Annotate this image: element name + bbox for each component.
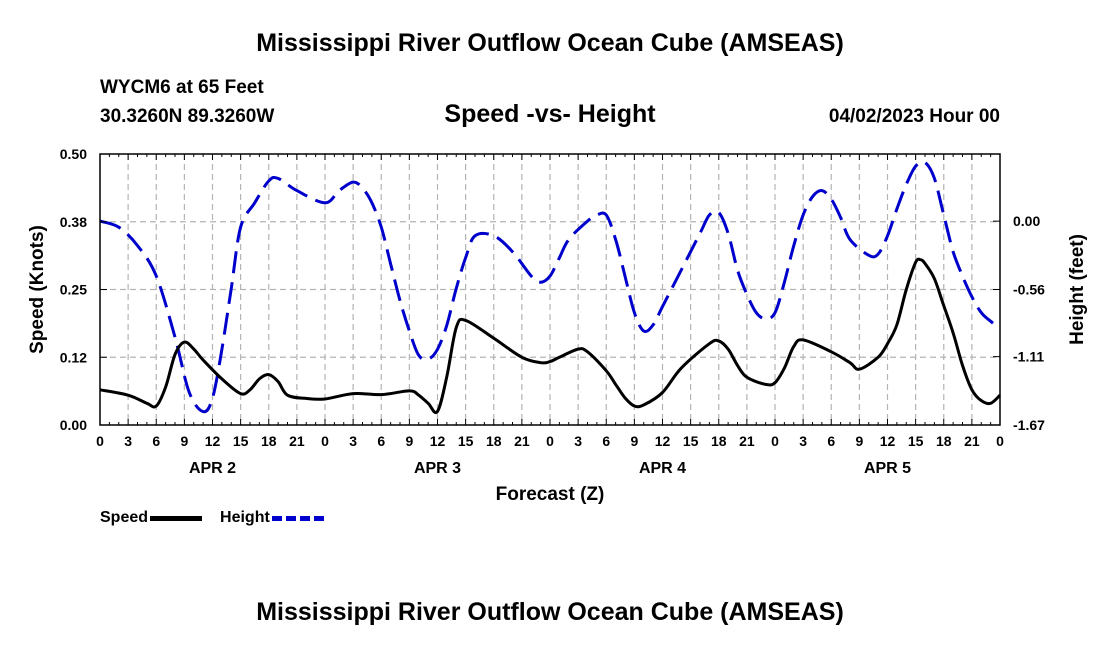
right-tick-label: -1.11 xyxy=(1013,349,1044,365)
x-tick-label: 6 xyxy=(377,433,385,449)
speed-series-line xyxy=(99,257,1002,414)
x-tick-label: 3 xyxy=(799,433,807,449)
x-tick-label: 18 xyxy=(936,433,952,449)
x-tick-label: 21 xyxy=(739,433,755,449)
x-tick-label: 9 xyxy=(405,433,413,449)
x-tick-label: 0 xyxy=(321,433,329,449)
left-tick-label: 0.00 xyxy=(60,417,87,433)
tick-marks xyxy=(99,153,1001,426)
chart-title: Mississippi River Outflow Ocean Cube (AM… xyxy=(256,29,844,57)
legend: Speed Height xyxy=(100,509,342,527)
x-tick-label: 9 xyxy=(855,433,863,449)
x-tick-label: 0 xyxy=(771,433,779,449)
legend-speed-swatch xyxy=(150,515,203,521)
x-tick-label: 12 xyxy=(880,433,896,449)
left-tick-label: 0.50 xyxy=(60,146,87,162)
chart-subtitle: Speed -vs- Height xyxy=(444,100,656,128)
right-tick-label: -1.67 xyxy=(1013,417,1045,433)
x-tick-label: 21 xyxy=(289,433,305,449)
right-tick-label: 0.00 xyxy=(1013,213,1040,229)
x-tick-label: 15 xyxy=(233,433,249,449)
x-tick-label: 0 xyxy=(96,433,104,449)
x-tick-label: 3 xyxy=(124,433,132,449)
day-label: APR 4 xyxy=(639,460,686,477)
day-label: APR 5 xyxy=(864,460,911,477)
x-tick-label: 15 xyxy=(683,433,699,449)
x-tick-label: 0 xyxy=(546,433,554,449)
y-axis-left-title: Speed (Knots) xyxy=(27,225,48,354)
grid-lines xyxy=(100,154,1000,425)
x-tick-label: 9 xyxy=(180,433,188,449)
height-series-line xyxy=(99,160,1001,414)
x-tick-label: 15 xyxy=(908,433,924,449)
series-layer xyxy=(99,160,1002,414)
left-tick-label: 0.25 xyxy=(60,282,87,298)
x-tick-label: 18 xyxy=(486,433,502,449)
x-tick-label: 6 xyxy=(602,433,610,449)
x-tick-label: 21 xyxy=(514,433,530,449)
x-axis-title: Forecast (Z) xyxy=(496,484,605,505)
x-tick-label: 12 xyxy=(205,433,221,449)
x-tick-label: 6 xyxy=(827,433,835,449)
legend-height-swatch xyxy=(271,515,324,521)
right-tick-label: -0.56 xyxy=(1013,282,1045,298)
x-tick-label: 9 xyxy=(630,433,638,449)
x-tick-label: 18 xyxy=(261,433,277,449)
x-tick-label: 3 xyxy=(574,433,582,449)
x-tick-label: 12 xyxy=(430,433,446,449)
x-tick-label: 0 xyxy=(996,433,1004,449)
footer-chart-title: Mississippi River Outflow Ocean Cube (AM… xyxy=(256,598,844,626)
left-tick-label: 0.12 xyxy=(60,349,87,365)
x-tick-label: 15 xyxy=(458,433,474,449)
day-label: APR 2 xyxy=(189,460,236,477)
x-tick-label: 21 xyxy=(964,433,980,449)
x-tick-label: 12 xyxy=(655,433,671,449)
left-tick-label: 0.38 xyxy=(60,214,87,230)
day-label: APR 3 xyxy=(414,460,461,477)
coordinates-label: 30.3260N 89.3260W xyxy=(100,106,275,127)
axis-labels: 0 3 6 9 12 15 18 21 0 3 6 9 12 15 18 21 0 3 6 9 12 15 18 21 0 3 6 9… xyxy=(27,146,1088,505)
x-tick-label: 6 xyxy=(152,433,160,449)
station-label: WYCM6 at 65 Feet xyxy=(100,77,264,98)
forecast-datetime: 04/02/2023 Hour 00 xyxy=(828,106,1000,127)
y-axis-right-title: Height (feet) xyxy=(1067,234,1088,345)
x-tick-label: 3 xyxy=(349,433,357,449)
legend-height-label: Height xyxy=(220,509,270,526)
x-tick-label: 18 xyxy=(711,433,727,449)
legend-speed-label: Speed xyxy=(100,509,149,526)
